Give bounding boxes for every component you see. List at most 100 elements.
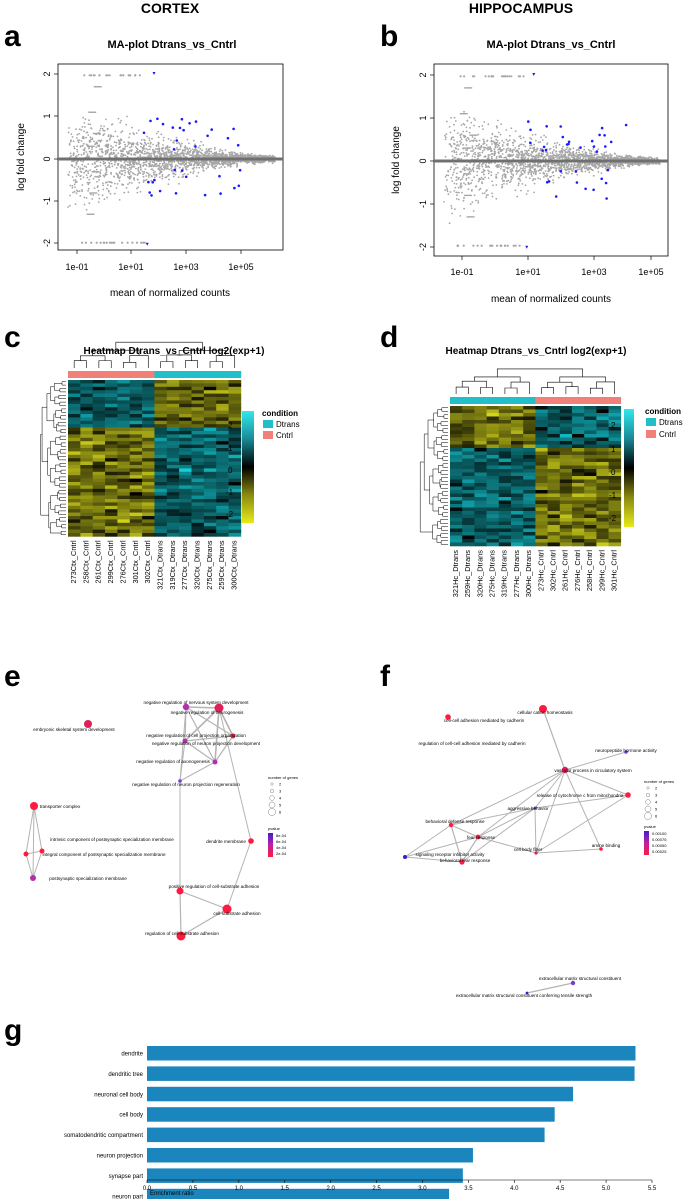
ma-point bbox=[521, 150, 523, 153]
heatmap-cell bbox=[68, 427, 81, 432]
ma-point bbox=[489, 244, 492, 247]
heatmap-cell bbox=[191, 441, 205, 445]
heatmap-cell bbox=[179, 434, 192, 439]
ma-point bbox=[181, 151, 184, 154]
ma-point bbox=[498, 142, 501, 145]
heatmap-cell bbox=[166, 407, 180, 411]
ma-point bbox=[521, 173, 524, 176]
ma-point bbox=[87, 183, 90, 186]
heatmap-cell bbox=[105, 414, 118, 418]
ma-point bbox=[563, 166, 566, 169]
significant-point bbox=[592, 188, 595, 192]
ma-point bbox=[612, 157, 615, 160]
ma-point bbox=[103, 175, 106, 178]
ma-point bbox=[74, 179, 77, 181]
ma-point bbox=[524, 156, 527, 159]
ma-point bbox=[184, 166, 187, 168]
ma-point bbox=[76, 154, 78, 157]
heatmap-cortex: Heatmap Dtrans_vs_Cntrl log2(exp+1) 273C… bbox=[40, 341, 300, 590]
ma-point bbox=[197, 163, 199, 166]
ma-point bbox=[139, 165, 142, 168]
ma-point bbox=[478, 189, 481, 191]
ma-point bbox=[221, 149, 224, 152]
ma-point bbox=[131, 126, 133, 129]
ma-point bbox=[537, 169, 540, 172]
ma-point bbox=[453, 123, 455, 126]
significant-point bbox=[232, 127, 235, 131]
ma-point bbox=[533, 143, 535, 146]
heatmap-cell bbox=[216, 410, 229, 415]
ma-point bbox=[493, 152, 496, 155]
heatmap-cell bbox=[105, 424, 118, 428]
ma-point bbox=[138, 163, 141, 166]
ma-point bbox=[153, 161, 156, 164]
ma-point bbox=[515, 163, 518, 165]
ma-point bbox=[73, 171, 76, 174]
ma-point bbox=[552, 171, 554, 174]
significant-point bbox=[559, 170, 563, 173]
ma-point bbox=[552, 157, 554, 160]
heatmap-cell bbox=[117, 437, 131, 442]
heatmap-cell bbox=[216, 451, 229, 456]
x-tick-label: 1e+01 bbox=[515, 267, 540, 277]
ma-point bbox=[576, 163, 578, 166]
ma-point bbox=[89, 138, 92, 141]
ma-point bbox=[558, 143, 561, 146]
ma-point bbox=[468, 131, 471, 134]
ma-point bbox=[86, 153, 89, 156]
ma-point bbox=[128, 150, 131, 152]
ma-point bbox=[87, 134, 90, 136]
significant-point bbox=[559, 125, 562, 128]
ma-point bbox=[517, 184, 520, 187]
ma-point bbox=[602, 153, 605, 156]
ma-point bbox=[101, 127, 104, 130]
ma-point bbox=[135, 147, 138, 150]
panel-letter-d: d bbox=[380, 321, 398, 354]
ma-point bbox=[232, 162, 235, 165]
ma-point bbox=[605, 166, 608, 169]
ma-point bbox=[99, 161, 102, 164]
significant-point bbox=[565, 143, 569, 146]
ma-point bbox=[533, 163, 536, 166]
ma-point bbox=[148, 164, 151, 167]
ma-point bbox=[167, 138, 170, 140]
ma-point bbox=[617, 165, 620, 168]
dendrogram-branch bbox=[40, 434, 49, 516]
ma-point bbox=[514, 130, 517, 133]
ma-point bbox=[556, 157, 559, 160]
ma-point bbox=[155, 165, 158, 168]
ma-point bbox=[107, 149, 110, 151]
ma-point bbox=[546, 154, 548, 157]
heatmap-cell bbox=[203, 437, 217, 442]
ma-point bbox=[539, 178, 542, 180]
ma-point bbox=[537, 155, 540, 157]
heatmap-cell bbox=[191, 390, 205, 394]
dendrogram-branch bbox=[61, 408, 66, 413]
significant-point bbox=[574, 170, 578, 173]
heatmap-cell bbox=[92, 431, 106, 435]
ma-point bbox=[542, 153, 544, 156]
heatmap-cell bbox=[117, 390, 131, 394]
significant-point bbox=[595, 150, 599, 153]
ma-point bbox=[88, 119, 90, 122]
ma-point bbox=[159, 170, 162, 173]
ma-point bbox=[464, 183, 467, 186]
ma-point bbox=[163, 168, 165, 171]
ma-point bbox=[647, 157, 649, 160]
ma-point bbox=[549, 152, 552, 154]
ma-point bbox=[514, 189, 517, 192]
ma-point bbox=[542, 165, 545, 168]
x-axis: 1e-01 1e+01 1e+03 1e+05 mean of normaliz… bbox=[65, 250, 254, 299]
y-axis: 2 1 0 -1 -2 log fold change bbox=[16, 71, 58, 247]
ma-point bbox=[529, 167, 532, 170]
ma-point bbox=[175, 164, 177, 167]
ma-point bbox=[137, 186, 140, 189]
ma-point bbox=[140, 145, 142, 148]
ma-point bbox=[120, 139, 123, 141]
ma-point bbox=[70, 155, 73, 157]
ma-point bbox=[522, 156, 525, 159]
ma-point bbox=[522, 167, 524, 170]
ma-point bbox=[187, 149, 190, 151]
ma-point bbox=[117, 139, 120, 142]
ma-point bbox=[491, 75, 494, 78]
